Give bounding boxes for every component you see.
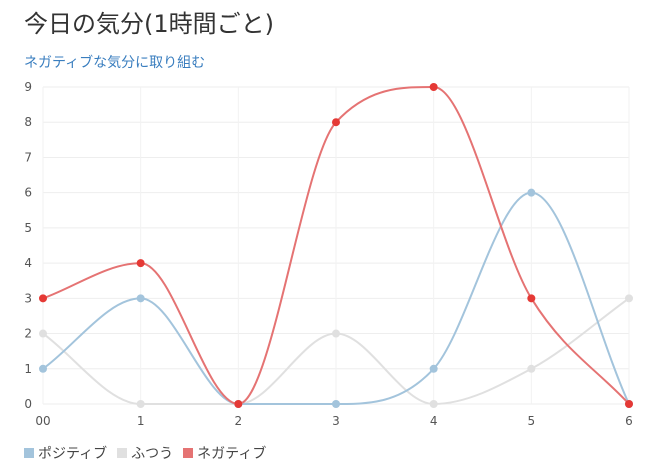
legend-swatch-neutral (117, 448, 127, 458)
data-point-positive[interactable] (527, 189, 535, 197)
data-point-positive[interactable] (430, 365, 438, 373)
data-point-neutral[interactable] (137, 400, 145, 408)
x-tick-label: 00 (35, 414, 50, 428)
x-tick-label: 1 (137, 414, 145, 428)
grid-lines (43, 87, 629, 404)
data-point-neutral[interactable] (430, 400, 438, 408)
legend-label-neutral: ふつう (131, 443, 173, 463)
y-tick-label: 2 (24, 327, 32, 341)
x-tick-label: 5 (528, 414, 536, 428)
y-axis-ticks: 0 1 2 3 4 5 6 7 8 9 (24, 80, 32, 411)
y-tick-label: 7 (24, 150, 32, 164)
x-tick-label: 3 (332, 414, 340, 428)
data-point-negative[interactable] (137, 259, 145, 267)
y-tick-label: 5 (24, 221, 32, 235)
y-tick-label: 1 (24, 362, 32, 376)
legend-swatch-negative (183, 448, 193, 458)
data-point-negative[interactable] (430, 83, 438, 91)
data-point-negative[interactable] (625, 400, 633, 408)
y-tick-label: 4 (24, 256, 32, 270)
y-tick-label: 3 (24, 291, 32, 305)
data-point-negative[interactable] (332, 118, 340, 126)
data-point-positive[interactable] (137, 294, 145, 302)
x-tick-label: 4 (430, 414, 438, 428)
legend-item-positive[interactable]: ポジティブ (24, 443, 107, 463)
y-tick-label: 6 (24, 186, 32, 200)
y-tick-label: 0 (24, 397, 32, 411)
y-tick-label: 9 (24, 80, 32, 94)
legend-swatch-positive (24, 448, 34, 458)
mood-line-chart: 0 1 2 3 4 5 6 7 8 9 00 1 2 3 4 5 6 (0, 0, 654, 440)
legend-item-negative[interactable]: ネガティブ (183, 443, 266, 463)
x-axis-ticks: 00 1 2 3 4 5 6 (35, 414, 632, 428)
legend-label-positive: ポジティブ (38, 443, 107, 463)
x-tick-label: 6 (625, 414, 633, 428)
data-point-negative[interactable] (39, 294, 47, 302)
data-point-neutral[interactable] (527, 365, 535, 373)
data-point-negative[interactable] (527, 294, 535, 302)
y-tick-label: 8 (24, 115, 32, 129)
legend-item-neutral[interactable]: ふつう (117, 443, 173, 463)
data-point-neutral[interactable] (625, 294, 633, 302)
data-point-positive[interactable] (332, 400, 340, 408)
x-tick-label: 2 (235, 414, 243, 428)
legend-label-negative: ネガティブ (197, 443, 266, 463)
data-point-negative[interactable] (234, 400, 242, 408)
data-point-positive[interactable] (39, 365, 47, 373)
data-point-neutral[interactable] (39, 330, 47, 338)
data-point-neutral[interactable] (332, 330, 340, 338)
chart-legend: ポジティブ ふつう ネガティブ (24, 443, 276, 463)
